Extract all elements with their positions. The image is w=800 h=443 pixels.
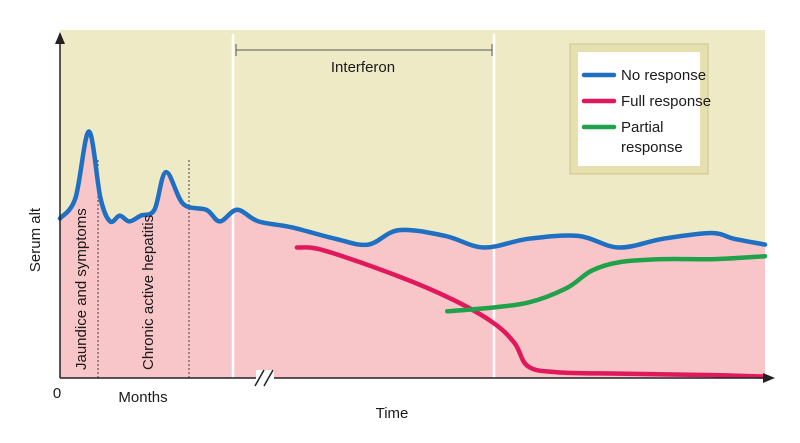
y-axis-label: Serum alt bbox=[27, 207, 44, 272]
x-axis-arrow bbox=[763, 373, 775, 383]
partial-response-line bbox=[444, 253, 768, 314]
no-response-line bbox=[57, 129, 768, 250]
axis-break-mark-2 bbox=[263, 369, 274, 387]
legend-label-full-response: Full response bbox=[621, 93, 711, 110]
y-axis-arrow bbox=[55, 32, 65, 44]
x-origin-label: 0 bbox=[53, 385, 61, 402]
axis-break-gap bbox=[256, 370, 274, 386]
legend-inner bbox=[578, 52, 700, 166]
legend-label-no-response: No response bbox=[621, 67, 706, 84]
legend: No response Full response Partial respons… bbox=[569, 43, 711, 175]
phase-label-jaundice: Jaundice and symptoms bbox=[73, 208, 90, 370]
legend-label-partial-response: Partial response bbox=[621, 119, 683, 156]
phase-label-chronic: Chronic active hepatitis bbox=[140, 215, 157, 370]
x-axis-label: Time bbox=[376, 405, 409, 422]
interferon-label: Interferon bbox=[331, 59, 395, 76]
x-segment-label: Months bbox=[118, 389, 167, 406]
serum-alt-fill-area bbox=[60, 131, 765, 378]
axis-break-mark-1 bbox=[254, 369, 265, 387]
full-response-line bbox=[294, 245, 768, 379]
